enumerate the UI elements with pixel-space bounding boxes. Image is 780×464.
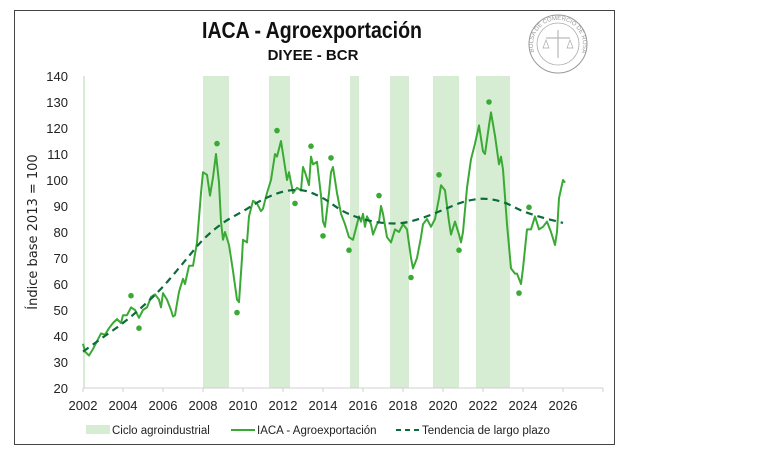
turning-point <box>328 155 334 161</box>
turning-point <box>274 127 280 134</box>
turning-point <box>234 309 240 316</box>
x-tick-label: 2024 <box>509 398 538 413</box>
x-tick-label: 2012 <box>269 398 298 413</box>
y-tick-label: 90 <box>54 199 68 214</box>
iaca-series-line <box>82 111 566 357</box>
y-tick-label: 110 <box>47 147 68 162</box>
y-tick-label: 80 <box>54 225 68 240</box>
x-tick-label: 2016 <box>349 398 378 413</box>
turning-point <box>526 204 532 211</box>
turning-point <box>408 274 414 281</box>
x-tick-label: 2018 <box>389 398 418 413</box>
turning-point <box>308 143 314 149</box>
trend-series-line <box>82 188 564 353</box>
turning-point <box>486 99 492 105</box>
turning-point <box>516 290 522 296</box>
turning-point <box>456 247 462 253</box>
cycle-band <box>269 76 290 388</box>
turning-point <box>346 247 352 253</box>
chart-title: IACA - Agroexportación <box>202 18 422 44</box>
y-tick-label: 70 <box>54 251 68 266</box>
x-tick-label: 2008 <box>189 398 218 413</box>
y-tick-label: 40 <box>54 329 68 344</box>
cycle-band <box>83 76 85 388</box>
x-tick-label: 2010 <box>229 398 258 413</box>
y-tick-label: 140 <box>46 69 68 84</box>
legend-label-iaca: IACA - Agroexportación <box>257 425 377 437</box>
x-tick-label: 2004 <box>109 398 138 413</box>
y-axis-label: Índice base 2013 = 100 <box>25 154 41 309</box>
x-tick-label: 2014 <box>309 398 338 413</box>
turning-point <box>136 325 142 332</box>
y-tick-label: 120 <box>46 121 68 136</box>
x-tick-label: 2020 <box>429 398 458 413</box>
chart-frame <box>14 10 615 445</box>
y-tick-label: 60 <box>54 277 68 292</box>
turning-point <box>376 192 382 199</box>
y-tick-label: 50 <box>54 303 68 318</box>
x-tick-label: 2006 <box>149 398 178 413</box>
turning-point <box>436 172 442 178</box>
y-tick-label: 130 <box>46 95 68 110</box>
legend-label-trend: Tendencia de largo plazo <box>422 425 550 437</box>
x-tick-label: 2002 <box>69 398 98 413</box>
chart-subtitle: DIYEE - BCR <box>268 47 359 64</box>
legend: Ciclo agroindustrial IACA - Agroexportac… <box>86 425 550 437</box>
turning-point <box>292 200 298 207</box>
cycle-band <box>433 76 459 388</box>
turning-point <box>214 140 220 147</box>
legend-label-cycle: Ciclo agroindustrial <box>112 425 210 437</box>
y-tick-label: 100 <box>46 173 68 188</box>
x-tick-label: 2022 <box>469 398 498 413</box>
y-tick-label: 20 <box>54 381 68 396</box>
turning-point <box>128 292 134 299</box>
x-tick-label: 2026 <box>549 398 578 413</box>
y-tick-label: 30 <box>54 355 68 370</box>
turning-point <box>320 233 326 239</box>
legend-band-swatch <box>86 425 110 434</box>
